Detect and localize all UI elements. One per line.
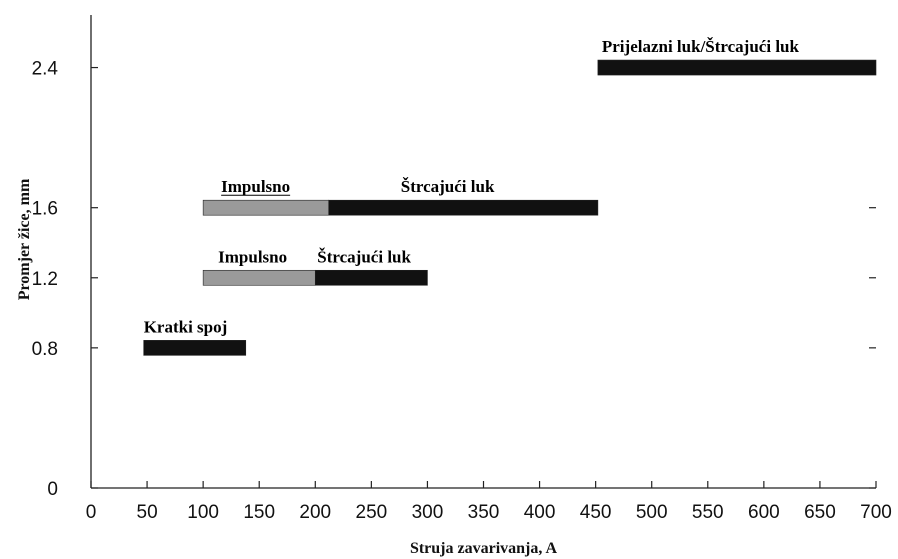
bar-solid <box>143 340 247 356</box>
bar-label: Impulsno <box>218 247 287 266</box>
x-tick-label: 500 <box>636 502 668 523</box>
bar-solid <box>314 269 428 286</box>
bar-label: Kratki spoj <box>144 317 228 336</box>
y-tick-label: 0 <box>47 479 58 500</box>
bars <box>143 59 877 356</box>
x-tick-label: 0 <box>86 502 97 523</box>
bar-solid <box>597 59 877 76</box>
x-tick-label: 50 <box>137 502 158 523</box>
axes <box>90 15 876 489</box>
y-axis-title: Promjer žice, mm <box>16 178 33 300</box>
x-tick-label: 700 <box>860 502 892 523</box>
bar-solid <box>328 199 599 216</box>
y-tick-label: 1.6 <box>32 199 58 220</box>
x-tick-label: 350 <box>468 502 500 523</box>
y-ticks: 0 0.8 1.2 1.6 2.4 <box>32 59 876 500</box>
x-tick-label: 200 <box>299 502 331 523</box>
x-tick-label: 250 <box>356 502 388 523</box>
x-ticks: 0 50 100 150 200 250 300 350 400 450 500 550 600 650 7… <box>86 481 892 523</box>
bar-label: Impulsno <box>221 177 290 196</box>
x-tick-label: 150 <box>243 502 275 523</box>
x-tick-label: 650 <box>804 502 836 523</box>
x-tick-label: 600 <box>748 502 780 523</box>
bar-pulsed <box>202 269 316 286</box>
x-tick-label: 450 <box>580 502 612 523</box>
x-tick-label: 300 <box>412 502 444 523</box>
bar-label: Prijelazni luk/Štrcajući luk <box>602 37 800 56</box>
x-tick-label: 100 <box>187 502 219 523</box>
bar-label: Štrcajući luk <box>317 247 411 266</box>
y-tick-label: 2.4 <box>32 59 59 80</box>
x-tick-label: 550 <box>692 502 724 523</box>
bar-pulsed <box>202 199 330 216</box>
y-tick-label: 0.8 <box>32 339 58 360</box>
y-tick-label: 1.2 <box>32 269 58 290</box>
bar-label: Štrcajući luk <box>401 177 495 196</box>
bar-labels: Kratki spoj Impulsno Štrcajući luk Impulsno… <box>144 37 800 336</box>
x-axis-title: Struja zavarivanja, A <box>410 540 558 557</box>
x-tick-label: 400 <box>524 502 556 523</box>
